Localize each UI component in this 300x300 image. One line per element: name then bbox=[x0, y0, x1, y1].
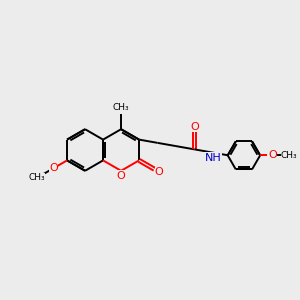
Text: O: O bbox=[190, 122, 199, 132]
Text: CH₃: CH₃ bbox=[28, 173, 45, 182]
Text: O: O bbox=[49, 163, 58, 173]
Text: O: O bbox=[117, 171, 125, 181]
Text: CH₃: CH₃ bbox=[113, 103, 129, 112]
Text: NH: NH bbox=[204, 153, 221, 163]
Text: CH₃: CH₃ bbox=[281, 151, 298, 160]
Text: O: O bbox=[268, 150, 277, 161]
Text: O: O bbox=[154, 167, 163, 177]
